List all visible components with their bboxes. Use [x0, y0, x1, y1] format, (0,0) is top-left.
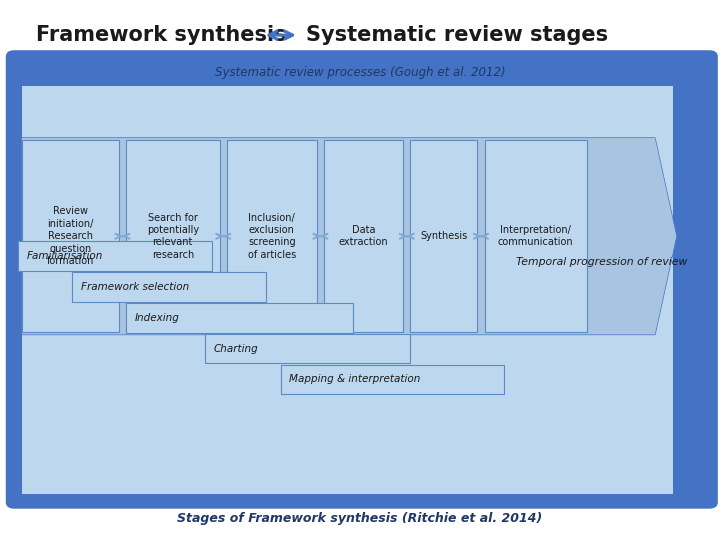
FancyBboxPatch shape	[22, 140, 119, 332]
FancyBboxPatch shape	[281, 364, 504, 394]
Text: Synthesis: Synthesis	[420, 231, 467, 241]
FancyBboxPatch shape	[205, 334, 410, 363]
FancyBboxPatch shape	[126, 303, 353, 333]
Text: Data
extraction: Data extraction	[339, 225, 388, 247]
Polygon shape	[22, 138, 677, 335]
Text: Interpretation/
communication: Interpretation/ communication	[498, 225, 574, 247]
Text: Inclusion/
exclusion
screening
of articles: Inclusion/ exclusion screening of articl…	[248, 213, 296, 260]
Text: Framework selection: Framework selection	[81, 282, 189, 292]
FancyBboxPatch shape	[18, 241, 212, 271]
Text: Systematic review stages: Systematic review stages	[306, 25, 608, 45]
FancyBboxPatch shape	[6, 50, 718, 509]
Text: Framework synthesis: Framework synthesis	[36, 25, 287, 45]
FancyBboxPatch shape	[324, 140, 403, 332]
Text: Systematic review processes (Gough et al. 2012): Systematic review processes (Gough et al…	[215, 66, 505, 79]
FancyBboxPatch shape	[72, 272, 266, 302]
FancyBboxPatch shape	[227, 140, 317, 332]
FancyBboxPatch shape	[22, 86, 673, 494]
Text: Indexing: Indexing	[135, 313, 179, 323]
Text: Stages of Framework synthesis (Ritchie et al. 2014): Stages of Framework synthesis (Ritchie e…	[177, 512, 543, 525]
FancyBboxPatch shape	[126, 140, 220, 332]
Text: Search for
potentially
relevant
research: Search for potentially relevant research	[147, 213, 199, 260]
Text: Temporal progression of review: Temporal progression of review	[516, 256, 688, 267]
Text: Familiarisation: Familiarisation	[27, 251, 103, 261]
FancyBboxPatch shape	[410, 140, 477, 332]
Text: Charting: Charting	[214, 343, 258, 354]
Text: Review
initiation/
Research
question
formation: Review initiation/ Research question for…	[47, 206, 94, 266]
Text: Mapping & interpretation: Mapping & interpretation	[289, 374, 420, 384]
FancyBboxPatch shape	[485, 140, 587, 332]
